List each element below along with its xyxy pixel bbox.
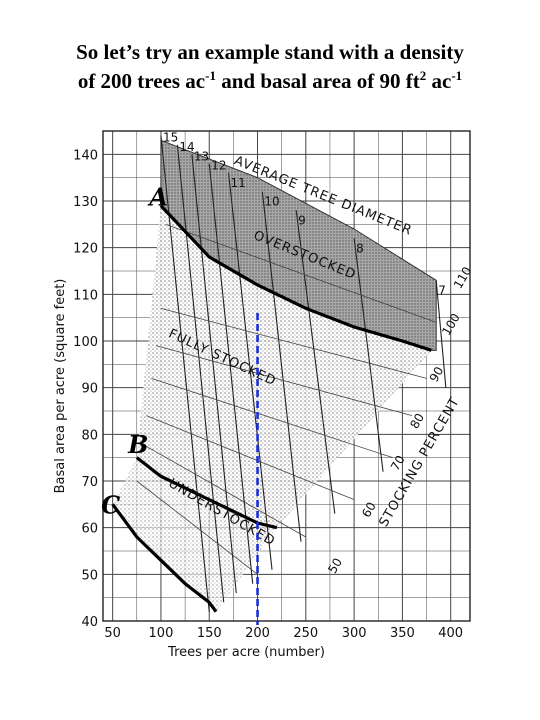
x-tick-label: 50: [104, 626, 121, 641]
stocking-line: [136, 480, 258, 575]
understocked-zone: [112, 457, 277, 612]
y-tick-label: 140: [73, 148, 98, 163]
y-tick-label: 130: [73, 195, 98, 210]
stocking-curves: [111, 204, 432, 613]
diameter-line: [208, 163, 254, 584]
y-axis-title: Basal area per acre (square feet): [53, 279, 68, 494]
stocking-label: 100: [439, 311, 463, 338]
diameter-label: 11: [231, 176, 246, 190]
x-tick-label: 400: [438, 626, 463, 641]
x-tick-label: 350: [390, 626, 415, 641]
diameter-label: 9: [298, 213, 306, 227]
x-tick-label: 100: [149, 626, 174, 641]
diameter-label: 13: [194, 149, 209, 163]
diameter-line: [176, 144, 225, 603]
x-axis-title: Trees per acre (number): [167, 645, 325, 660]
diameter-label: 14: [179, 140, 194, 154]
y-tick-label: 50: [81, 568, 98, 583]
stocking-label: 110: [451, 264, 475, 291]
axis-ticks: 50 100 150 200 250 300 350 400 40 50 60 70 80 90 100 11…: [53, 148, 463, 660]
y-tick-label: 70: [81, 475, 98, 490]
stocking-line: [146, 415, 355, 501]
curve-c: [111, 503, 218, 613]
x-tick-label: 150: [197, 626, 222, 641]
y-tick-label: 90: [81, 382, 98, 397]
y-tick-label: 80: [81, 428, 98, 443]
stocking-bands: [112, 139, 437, 612]
y-tick-label: 100: [73, 335, 98, 350]
diameter-label: 10: [264, 195, 279, 209]
stocking-label: 90: [427, 364, 447, 384]
curve-letter-c: C: [101, 491, 120, 520]
x-tick-label: 200: [245, 626, 270, 641]
fully-stocked-zone: [136, 205, 432, 528]
stocking-line: [160, 307, 427, 379]
x-tick-label: 250: [293, 626, 318, 641]
diameter-label: 15: [163, 131, 178, 145]
stocking-line: [165, 223, 437, 323]
stocking-label: 70: [388, 453, 408, 473]
stocking-label: 80: [407, 411, 427, 431]
stocking-line: [141, 443, 307, 538]
diameter-label: 12: [211, 159, 226, 173]
y-tick-label: 120: [73, 242, 98, 257]
diameter-line: [261, 191, 302, 542]
diameter-label: 7: [438, 283, 446, 297]
diameter-line: [353, 238, 384, 472]
curve-letter-b: B: [127, 430, 148, 459]
diameter-label: 8: [356, 241, 364, 255]
y-tick-label: 110: [73, 288, 98, 303]
curve-b: [135, 456, 278, 530]
y-tick-label: 60: [81, 522, 98, 537]
curve-letter-a: A: [147, 183, 168, 212]
diameter-line: [435, 280, 447, 388]
diameter-line: [295, 210, 336, 514]
plot-frame: [102, 130, 471, 622]
stocking-line: [156, 345, 413, 417]
curve-a: [159, 204, 432, 352]
slide-title-line-2: of 200 trees ac-1 and basal area of 90 f…: [77, 68, 463, 93]
x-tick-label: 300: [342, 626, 367, 641]
slide-title: So let’s try an example stand with a den…: [20, 38, 520, 96]
slide-title-line-1: So let’s try an example stand with a den…: [76, 40, 464, 64]
y-tick-label: 40: [81, 615, 98, 630]
diameter-line: [191, 154, 237, 594]
stocking-line: [151, 377, 393, 459]
stocking-label: 60: [359, 500, 379, 520]
stocking-label: 50: [325, 556, 345, 576]
